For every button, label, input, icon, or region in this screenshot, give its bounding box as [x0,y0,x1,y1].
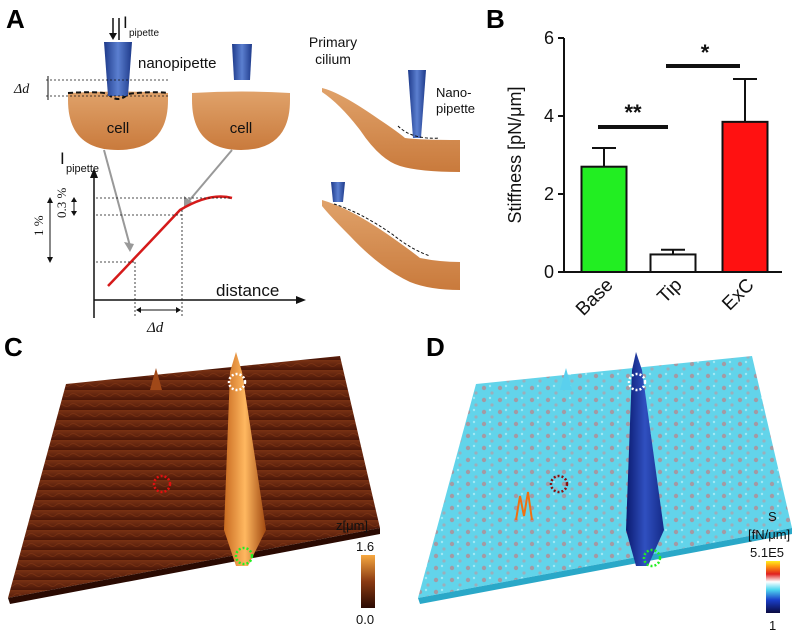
bracket-1-head-top [47,197,53,203]
y-tick-label: 0 [544,262,554,282]
colorbar-c-min: 0.0 [356,612,374,627]
marker-exc-d [549,474,569,494]
panel-c: C z[μm] 1.6 0.0 [4,332,380,627]
colorbar-c [361,555,375,608]
approach-curve [107,195,233,287]
panel-c-letter: C [4,332,23,362]
sig-label-right: * [701,40,710,65]
marker-base [234,546,254,566]
panel-b-letter: B [486,4,505,34]
cilium-top-shape [322,88,460,172]
panel-a-letter: A [6,4,25,34]
cell-right-shape [192,91,290,150]
iv-y-sub-label: pipette [66,163,99,175]
nanopipette-cilium-bottom-icon [331,182,345,202]
nanopipette-left-icon [104,42,132,96]
category-label: Tip [654,275,687,308]
iv-y-label: I [60,149,65,168]
colorbar-d-title-1: S [768,509,777,524]
marker-base-d [642,548,662,568]
cilium-bottom-shape [322,200,460,290]
panel-d-letter: D [426,332,445,362]
bar-exc [721,120,769,273]
bracket-03-head-bottom [71,211,77,216]
bar-base [580,165,628,273]
nano-pipette-label-1: Nano- [436,85,471,100]
primary-cilium-label-1: Primary [309,34,357,50]
pipette-i-label: I [123,13,128,32]
panel-d: D S [fN/μm] 5.1E5 1 [418,332,792,633]
small-peak-d [560,368,572,390]
pointer-arrow-left-head [124,242,134,252]
iv-y-arrow [90,168,98,178]
y-tick-label: 2 [544,184,554,204]
chart-bars: Base Tip ExC [572,77,769,320]
sig-label-left: ** [624,100,642,125]
marker-exc [152,474,172,494]
membrane-dashed-line [67,91,169,100]
chart-ylabel: Stiffness [pN/μm] [505,86,525,223]
colorbar-d-title-2: [fN/μm] [748,527,790,542]
panel-b: B Stiffness [pN/μm] 0 2 4 6 Base Tip ExC ** * [486,4,782,320]
pointer-arrow-right [187,149,233,203]
nano-pipette-label-2: pipette [436,101,475,116]
category-label: ExC [718,275,758,315]
artifact-spike [515,491,533,521]
label-1pct: 1 % [31,215,46,236]
cell-left-label: cell [107,120,130,137]
panel-a: A cell cell I pipette nanopipette Δd Pri… [6,4,475,336]
colorbar-d-min: 1 [769,618,776,633]
colorbar-c-title: z[μm] [336,518,368,533]
nanopipette-label: nanopipette [138,55,216,72]
stiffness-surface [418,356,792,598]
stiffness-surface-edge [418,528,792,604]
small-peak [150,368,162,390]
bottom-delta-head-left [136,307,141,313]
bottom-delta-head-right [176,307,181,313]
marker-tip-d [627,372,647,392]
y-tick-label: 6 [544,28,554,48]
cilium-peak [224,352,266,566]
iv-x-arrow [296,296,306,304]
category-label: Base [572,275,617,320]
bracket-03-head-top [71,197,77,202]
delta-d-label: Δd [13,82,30,97]
bar-tip [649,253,697,273]
label-03pct: 0.3 % [54,188,69,219]
pipette-sub-label: pipette [129,28,159,39]
arrow-head-icon [109,33,117,40]
colorbar-d [766,561,780,613]
cilium-peak-d [626,352,664,566]
cilium-bottom-dashed [333,203,431,257]
primary-cilium-label-2: cilium [315,51,351,67]
nanopipette-right-icon [232,44,252,80]
bottom-delta-d-label: Δd [146,320,164,336]
nanopipette-cilium-top-icon [408,70,426,138]
colorbar-c-max: 1.6 [356,539,374,554]
cell-right-label: cell [230,120,253,137]
iv-x-label: distance [216,281,279,300]
colorbar-d-max: 5.1E5 [750,545,784,560]
bracket-1-head-bottom [47,257,53,263]
pointer-arrow-right-head [184,196,192,208]
cilium-top-dashed [397,125,441,139]
cell-left-shape [68,91,168,150]
y-tick-label: 4 [544,106,554,126]
surface-edge [8,528,380,604]
chart-ticks: 0 2 4 6 [544,28,564,282]
marker-tip [227,372,247,392]
topography-surface [8,356,380,598]
